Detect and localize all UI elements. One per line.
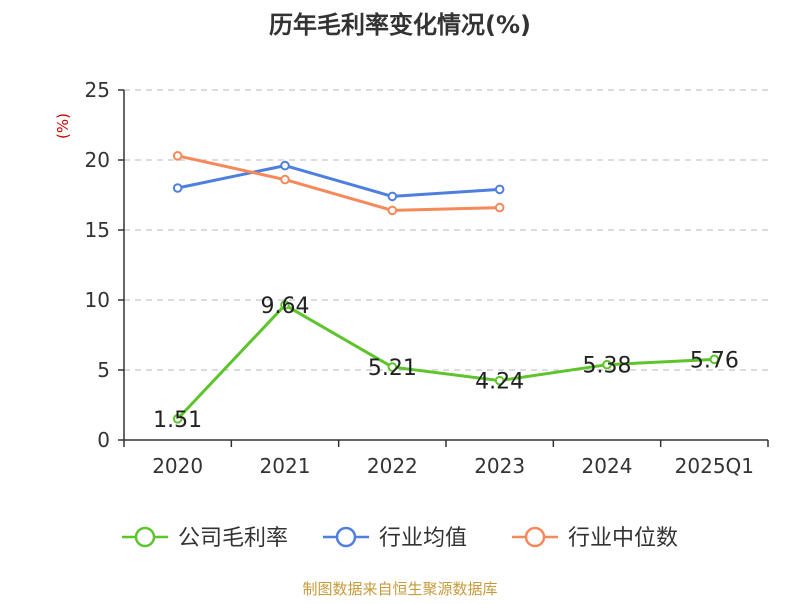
x-tick-label: 2025Q1 — [675, 454, 754, 478]
data-point[interactable] — [280, 160, 290, 171]
series-line — [177, 164, 500, 198]
series-line — [177, 154, 500, 212]
legend-swatch-marker — [524, 526, 546, 548]
legend-item[interactable]: 公司毛利率 — [122, 526, 288, 551]
x-tick-label: 2022 — [367, 454, 418, 478]
chart-title: 历年毛利率变化情况(%) — [269, 11, 531, 39]
data-point[interactable] — [172, 183, 183, 193]
legend-swatch-marker — [335, 526, 357, 548]
data-point[interactable] — [387, 205, 398, 216]
legend-item[interactable]: 行业中位数 — [512, 526, 678, 551]
y-tick-label: 10 — [85, 288, 110, 312]
y-axis-unit-label: (%) — [54, 113, 72, 139]
data-point[interactable] — [172, 414, 183, 424]
data-point[interactable] — [172, 151, 183, 161]
grid-lines — [124, 89, 768, 371]
data-point[interactable] — [280, 174, 290, 185]
legend-label: 行业中位数 — [568, 526, 678, 551]
series-line — [176, 303, 715, 420]
data-label: 4.24 — [475, 370, 524, 395]
x-tick-label: 2023 — [474, 454, 525, 478]
y-tick-label: 0 — [97, 428, 110, 452]
data-label: 9.64 — [261, 294, 310, 319]
axes: 0 5 10 15 20 25 2020 2021 2022 2023 2024 2025Q1 — [85, 78, 769, 478]
data-point[interactable] — [387, 362, 398, 372]
data-label: 1.51 — [153, 408, 202, 433]
legend-label: 公司毛利率 — [178, 526, 288, 551]
x-tick-label: 2024 — [582, 454, 633, 478]
legend-swatch-marker — [134, 526, 156, 548]
data-point[interactable] — [602, 359, 612, 370]
data-point[interactable] — [494, 184, 505, 195]
x-tick-label: 2020 — [152, 454, 203, 478]
legend-item[interactable]: 行业均值 — [323, 526, 467, 551]
data-point[interactable] — [494, 375, 505, 386]
source-note: 制图数据来自恒生聚源数据库 — [302, 580, 497, 598]
data-point[interactable] — [709, 354, 720, 365]
legend[interactable]: 公司毛利率 行业均值 行业中位数 — [122, 526, 678, 551]
y-tick-label: 15 — [85, 218, 110, 242]
series-lines — [172, 151, 720, 424]
y-tick-label: 20 — [85, 148, 110, 172]
x-tick-label: 2021 — [260, 454, 311, 478]
data-label: 5.21 — [368, 356, 417, 381]
data-labels: 1.51 9.64 5.21 4.24 5.38 5.76 — [153, 294, 739, 433]
y-tick-label: 5 — [97, 358, 110, 382]
data-point[interactable] — [387, 191, 398, 202]
data-point[interactable] — [280, 300, 290, 310]
data-label: 5.38 — [583, 354, 632, 379]
data-point[interactable] — [494, 202, 505, 213]
y-tick-label: 25 — [85, 78, 110, 102]
legend-label: 行业均值 — [379, 526, 467, 551]
data-label: 5.76 — [690, 348, 739, 373]
